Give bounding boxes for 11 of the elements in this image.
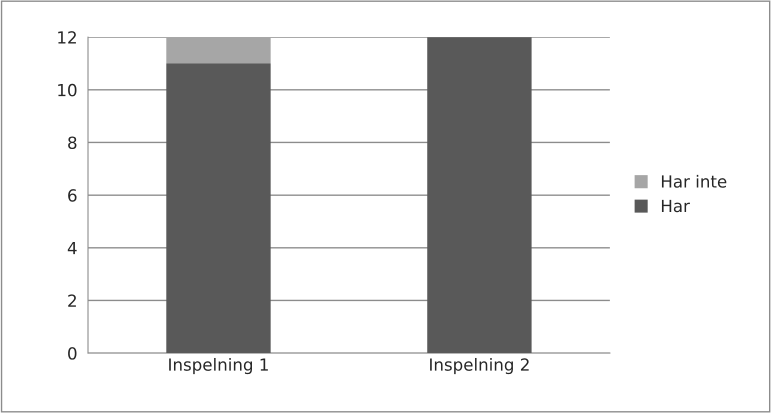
x-tick-label: Inspelning 1: [169, 358, 268, 374]
legend-label: Har: [662, 200, 690, 212]
y-tick-label: 6: [68, 189, 77, 202]
y-tick-label: 10: [58, 84, 76, 96]
y-tick-label: 0: [68, 347, 76, 360]
y-tick-label: 2: [68, 294, 76, 307]
y-tick-label: 4: [68, 242, 77, 254]
x-tick-label: Inspelning 2: [430, 358, 529, 374]
y-tick-label: 8: [68, 136, 76, 150]
legend-label: Har inte: [662, 174, 726, 188]
y-tick-label: 12: [58, 31, 76, 44]
